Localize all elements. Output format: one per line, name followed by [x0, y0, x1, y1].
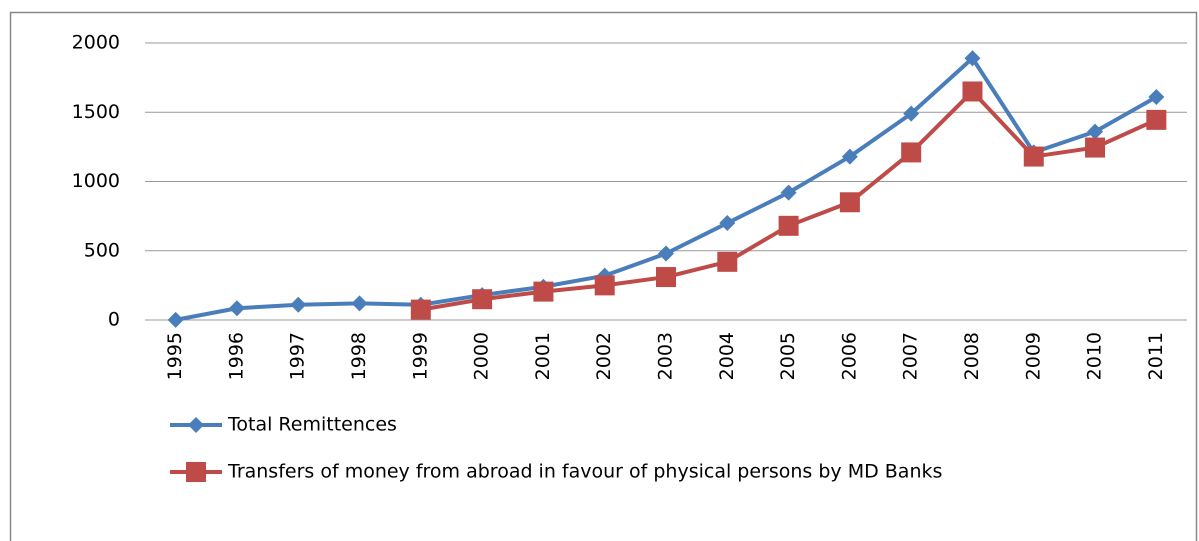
x-tick-label: 2002 [593, 332, 615, 380]
y-tick-label: 500 [84, 239, 120, 261]
x-tick-label: 2003 [655, 332, 677, 380]
legend-marker [186, 462, 206, 482]
data-point [410, 299, 431, 320]
y-tick-label: 1000 [72, 170, 120, 192]
x-tick-label: 2009 [1022, 332, 1044, 380]
x-tick-label: 2001 [532, 332, 554, 380]
legend-label: Total Remittences [227, 414, 397, 436]
x-tick-label: 2006 [838, 332, 860, 380]
data-point [658, 245, 674, 262]
x-tick-label: 1996 [225, 332, 247, 380]
x-tick-label: 2007 [900, 332, 922, 380]
data-point [1146, 109, 1167, 130]
data-point [533, 281, 554, 302]
x-tick-label: 2010 [1084, 332, 1106, 380]
data-point [1148, 89, 1165, 106]
y-tick-label: 1500 [72, 101, 120, 123]
data-point [472, 289, 493, 310]
legend-label: Transfers of money from abroad in favour… [227, 461, 942, 483]
x-tick-label: 2005 [777, 332, 799, 380]
data-point [228, 300, 245, 317]
data-point [964, 50, 981, 67]
data-point [901, 142, 922, 163]
x-tick-label: 1995 [164, 332, 186, 380]
x-tick-label: 2008 [961, 332, 983, 380]
data-point [656, 267, 676, 288]
x-tick-label: 2004 [716, 332, 738, 380]
x-tick-label: 2011 [1145, 332, 1167, 380]
data-point [780, 184, 797, 201]
data-point [1085, 137, 1106, 158]
data-point [1023, 146, 1044, 167]
data-point [594, 275, 615, 296]
data-point [903, 105, 920, 122]
x-tick-label: 1997 [287, 332, 309, 380]
data-point [719, 215, 736, 232]
data-point [167, 311, 184, 328]
data-point [962, 81, 983, 102]
y-tick-label: 0 [108, 309, 120, 331]
x-tick-label: 2000 [471, 332, 493, 380]
x-tick-label: 1998 [348, 332, 370, 380]
data-point [351, 295, 368, 312]
legend-marker [188, 417, 204, 433]
data-point [778, 215, 799, 236]
data-point [290, 296, 307, 313]
data-point [839, 192, 860, 213]
x-tick-label: 1999 [409, 332, 431, 380]
data-point [717, 251, 738, 272]
data-point [1087, 123, 1104, 140]
data-point [841, 148, 858, 165]
y-tick-label: 2000 [72, 32, 120, 54]
